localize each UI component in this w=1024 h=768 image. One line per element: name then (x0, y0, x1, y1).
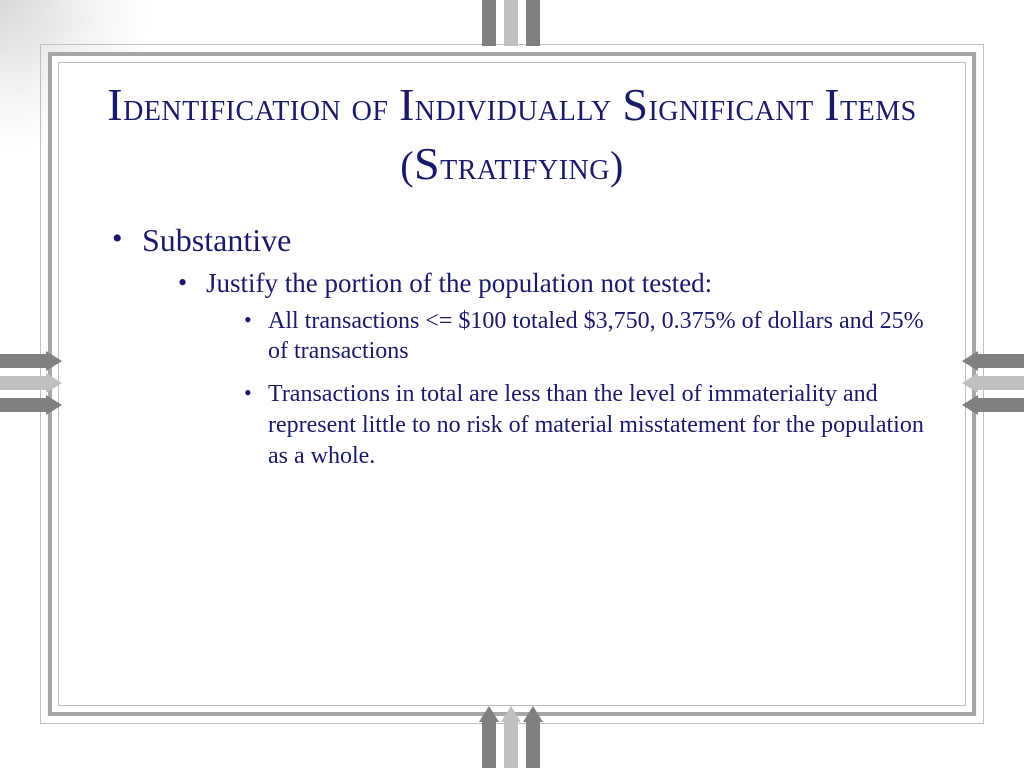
ornament-bar (504, 0, 518, 46)
ornament-arrow (501, 706, 521, 722)
bullet-l3: All transactions <= $100 totaled $3,750,… (244, 306, 928, 367)
bullet-l3a-text: All transactions <= $100 totaled $3,750,… (268, 308, 924, 365)
ornament-bar (978, 354, 1024, 368)
bullet-l1: Substantive Justify the portion of the p… (108, 222, 928, 472)
ornament-arrow (962, 373, 978, 393)
ornament-top (478, 0, 544, 46)
ornament-bar (0, 398, 46, 412)
ornament-arrow (479, 706, 499, 722)
ornament-arrow (962, 395, 978, 415)
ornament-bar (504, 722, 518, 768)
ornament-bar (978, 376, 1024, 390)
bullet-list-lvl2: Justify the portion of the population no… (142, 267, 928, 472)
ornament-left (0, 350, 46, 416)
bullet-l2-text: Justify the portion of the population no… (206, 268, 712, 298)
ornament-right-arrows (962, 350, 978, 416)
ornament-bar (526, 0, 540, 46)
ornament-bar (978, 398, 1024, 412)
ornament-bar (0, 354, 46, 368)
bullet-list-lvl3: All transactions <= $100 totaled $3,750,… (206, 306, 928, 472)
ornament-arrow (46, 373, 62, 393)
slide-content: Identification of Individually Significa… (96, 76, 928, 483)
ornament-bottom-arrows (478, 706, 544, 722)
bullet-list-lvl1: Substantive Justify the portion of the p… (96, 222, 928, 472)
ornament-left-arrows (46, 350, 62, 416)
bullet-l1-text: Substantive (142, 222, 291, 258)
slide-title: Identification of Individually Significa… (96, 76, 928, 194)
bullet-l3b-text: Transactions in total are less than the … (268, 381, 924, 468)
bullet-l3: Transactions in total are less than the … (244, 379, 928, 471)
ornament-bar (482, 722, 496, 768)
ornament-arrow (962, 351, 978, 371)
ornament-arrow (523, 706, 543, 722)
ornament-bar (0, 376, 46, 390)
ornament-right (978, 350, 1024, 416)
ornament-bar (482, 0, 496, 46)
ornament-bar (526, 722, 540, 768)
ornament-bottom (478, 722, 544, 768)
ornament-arrow (46, 351, 62, 371)
bullet-l2: Justify the portion of the population no… (178, 267, 928, 472)
ornament-arrow (46, 395, 62, 415)
